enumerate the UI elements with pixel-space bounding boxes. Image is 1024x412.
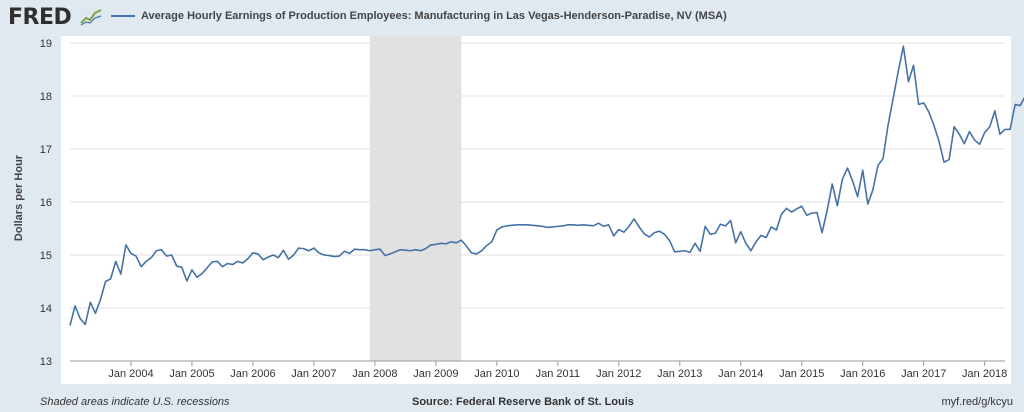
x-tick-label: Jan 2018 bbox=[962, 368, 1007, 380]
fred-logo[interactable]: FRED bbox=[8, 5, 72, 30]
x-tick-label: Jan 2006 bbox=[230, 368, 275, 380]
x-tick-label: Jan 2009 bbox=[413, 368, 458, 380]
x-tick-label: Jan 2007 bbox=[291, 368, 336, 380]
x-tick-label: Jan 2016 bbox=[840, 368, 885, 380]
plot-area bbox=[61, 36, 1011, 384]
recession-note: Shaded areas indicate U.S. recessions bbox=[40, 396, 230, 408]
chart-header: FRED Average Hourly Earnings of Producti… bbox=[0, 0, 1024, 34]
recession-layer bbox=[369, 36, 462, 361]
y-axis: 13 14 15 16 17 18 19 bbox=[40, 38, 52, 368]
y-axis-label: Dollars per Hour bbox=[13, 154, 25, 242]
x-tick-label: Jan 2004 bbox=[108, 368, 153, 380]
x-tick-label: Jan 2015 bbox=[779, 368, 824, 380]
x-tick-label: Jan 2012 bbox=[596, 368, 641, 380]
legend-label: Average Hourly Earnings of Production Em… bbox=[141, 10, 727, 22]
x-tick-label: Jan 2017 bbox=[901, 368, 946, 380]
x-tick-label: Jan 2005 bbox=[169, 368, 214, 380]
y-tick-label: 15 bbox=[40, 250, 52, 262]
y-tick-label: 16 bbox=[40, 197, 52, 209]
x-tick-label: Jan 2010 bbox=[474, 368, 519, 380]
grid-layer bbox=[70, 42, 1005, 362]
y-tick-label: 13 bbox=[40, 356, 52, 368]
x-axis: Jan 2004 Jan 2005 Jan 2006 Jan 2007 Jan 2008… bbox=[70, 360, 1007, 380]
series-layer bbox=[69, 45, 1024, 326]
y-tick-label: 19 bbox=[40, 38, 52, 50]
trend-line-icon bbox=[80, 8, 102, 26]
recession-band bbox=[369, 36, 462, 361]
series-line bbox=[69, 45, 1024, 326]
short-link[interactable]: myf.red/g/kcyu bbox=[941, 396, 1013, 408]
y-tick-label: 14 bbox=[40, 303, 52, 315]
x-tick-label: Jan 2011 bbox=[536, 368, 580, 380]
x-tick-label: Jan 2013 bbox=[657, 368, 702, 380]
legend-swatch bbox=[111, 15, 135, 17]
y-tick-label: 17 bbox=[40, 144, 52, 156]
x-tick-label: Jan 2014 bbox=[718, 368, 763, 380]
legend: Average Hourly Earnings of Production Em… bbox=[111, 10, 727, 22]
y-tick-label: 18 bbox=[40, 91, 52, 103]
x-tick-label: Jan 2008 bbox=[352, 368, 397, 380]
source-note: Source: Federal Reserve Bank of St. Loui… bbox=[412, 396, 634, 408]
